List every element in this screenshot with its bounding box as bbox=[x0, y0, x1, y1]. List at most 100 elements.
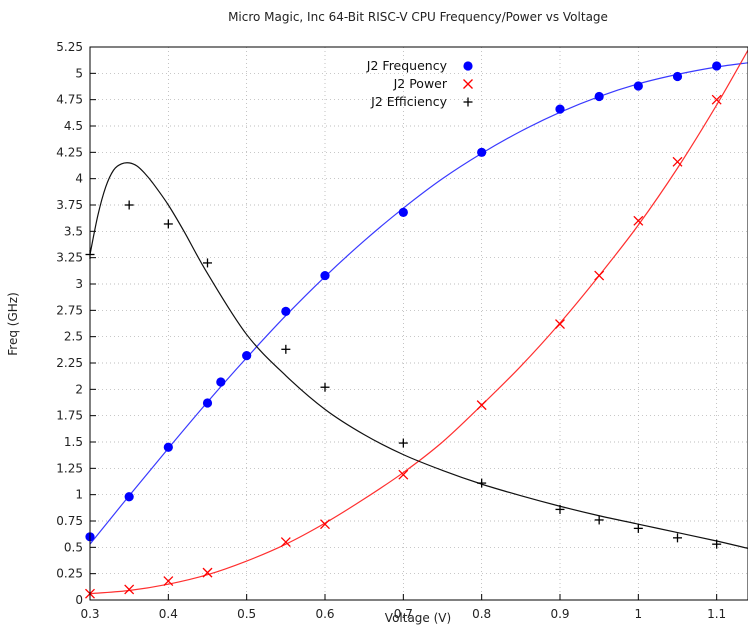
marker-stroke bbox=[202, 567, 213, 578]
frequency-point bbox=[202, 398, 213, 408]
frequency-point bbox=[594, 91, 604, 102]
efficiency-point bbox=[203, 258, 212, 268]
y-tick-label: 4.75 bbox=[56, 93, 83, 107]
x-tick-label: 0.6 bbox=[315, 607, 334, 621]
frequency-point bbox=[242, 351, 252, 361]
efficiency-point bbox=[633, 523, 643, 533]
series-layer bbox=[85, 49, 748, 599]
y-tick-label: 2.75 bbox=[56, 303, 83, 317]
y-tick-label: 1.25 bbox=[56, 461, 83, 475]
efficiency-point bbox=[124, 200, 134, 210]
power-point bbox=[280, 537, 291, 548]
marker-stroke bbox=[124, 584, 135, 595]
y-tick-label: 1.75 bbox=[56, 409, 83, 423]
legend-marker-efficiency bbox=[463, 97, 473, 107]
series-power bbox=[85, 49, 748, 599]
x-tick-label: 0.3 bbox=[80, 607, 99, 621]
y-tick-label: 3.25 bbox=[56, 251, 83, 265]
y-tick-label: 0.25 bbox=[56, 567, 83, 581]
x-tick-label: 0.4 bbox=[159, 607, 178, 621]
chart-title: Micro Magic, Inc 64-Bit RISC-V CPU Frequ… bbox=[228, 10, 608, 24]
series-efficiency bbox=[85, 162, 748, 549]
y-tick-label: 3.75 bbox=[56, 198, 83, 212]
frequency-point bbox=[633, 81, 643, 91]
y-tick-label: 5.25 bbox=[56, 40, 83, 54]
frequency-point bbox=[555, 104, 565, 114]
y-tick-label: 4.25 bbox=[56, 145, 83, 159]
frequency-point bbox=[320, 270, 330, 281]
y-tick-label: 1.5 bbox=[64, 435, 83, 449]
power-point bbox=[202, 567, 213, 578]
marker-stroke bbox=[555, 319, 565, 329]
marker-stroke bbox=[633, 215, 644, 226]
frequency-point bbox=[163, 442, 173, 452]
power-point bbox=[555, 319, 565, 329]
x-tick-label: 1.1 bbox=[707, 607, 726, 621]
efficiency-point bbox=[398, 438, 408, 448]
marker-stroke bbox=[320, 519, 330, 530]
axis-ticks: 00.250.50.7511.251.51.7522.252.52.7533.2… bbox=[56, 40, 726, 621]
frequency-point bbox=[216, 377, 226, 387]
legend-label-efficiency: J2 Efficiency bbox=[370, 94, 447, 109]
frequency-point bbox=[124, 492, 134, 502]
frequency-point bbox=[281, 306, 291, 316]
efficiency-point bbox=[712, 539, 722, 549]
x-tick-label: 1 bbox=[635, 607, 643, 621]
legend-label-frequency: J2 Frequency bbox=[366, 58, 448, 73]
x-tick-label: 0.8 bbox=[472, 607, 491, 621]
legend-label-power: J2 Power bbox=[393, 76, 448, 91]
x-tick-label: 0.5 bbox=[237, 607, 256, 621]
legend-marker-frequency bbox=[463, 61, 473, 71]
x-tick-label: 0.7 bbox=[394, 607, 413, 621]
power-point bbox=[711, 94, 722, 105]
y-tick-label: 4 bbox=[75, 172, 83, 186]
power-point bbox=[672, 156, 683, 167]
y-tick-label: 2 bbox=[75, 382, 83, 396]
y-tick-label: 5 bbox=[75, 66, 83, 80]
y-tick-label: 1 bbox=[75, 488, 83, 502]
marker-stroke bbox=[594, 270, 605, 281]
power-fit-line bbox=[89, 49, 748, 595]
y-tick-label: 0.75 bbox=[56, 514, 83, 528]
y-tick-label: 3 bbox=[75, 277, 83, 291]
y-tick-label: 0.5 bbox=[64, 540, 83, 554]
marker-stroke bbox=[463, 79, 473, 89]
efficiency-point bbox=[477, 478, 487, 488]
legend-marker-power bbox=[463, 79, 473, 89]
efficiency-point bbox=[320, 382, 330, 392]
y-tick-label: 0 bbox=[75, 593, 83, 607]
efficiency-point bbox=[673, 533, 682, 543]
plot-frame bbox=[89, 46, 748, 601]
frequency-point bbox=[398, 207, 408, 217]
power-point bbox=[163, 576, 174, 586]
power-point bbox=[633, 215, 644, 226]
legend: J2 Frequency J2 Power J2 Efficiency bbox=[366, 58, 473, 109]
marker-stroke bbox=[476, 400, 487, 411]
frequency-point bbox=[672, 71, 683, 82]
marker-stroke bbox=[163, 576, 174, 586]
frequency-point bbox=[477, 147, 487, 157]
efficiency-point bbox=[555, 504, 565, 514]
efficiency-point bbox=[594, 515, 604, 525]
x-tick-label: 0.9 bbox=[550, 607, 569, 621]
power-point bbox=[398, 469, 409, 480]
y-tick-label: 3.5 bbox=[64, 224, 83, 238]
power-point bbox=[476, 400, 487, 411]
y-tick-label: 2.25 bbox=[56, 356, 83, 370]
efficiency-fit-line bbox=[89, 162, 748, 549]
efficiency-point bbox=[281, 344, 291, 354]
y-tick-label: 2.5 bbox=[64, 330, 83, 344]
marker-stroke bbox=[280, 537, 291, 548]
series-frequency bbox=[85, 61, 748, 545]
power-point bbox=[124, 584, 135, 595]
x-axis-label: Voltage (V) bbox=[385, 611, 451, 625]
y-tick-label: 4.5 bbox=[64, 119, 83, 133]
marker-stroke bbox=[672, 156, 683, 167]
y-axis-label: Freq (GHz) bbox=[6, 292, 20, 356]
marker-stroke bbox=[398, 469, 409, 480]
power-point bbox=[594, 270, 605, 281]
efficiency-point bbox=[163, 219, 173, 229]
frequency-point bbox=[712, 61, 722, 71]
